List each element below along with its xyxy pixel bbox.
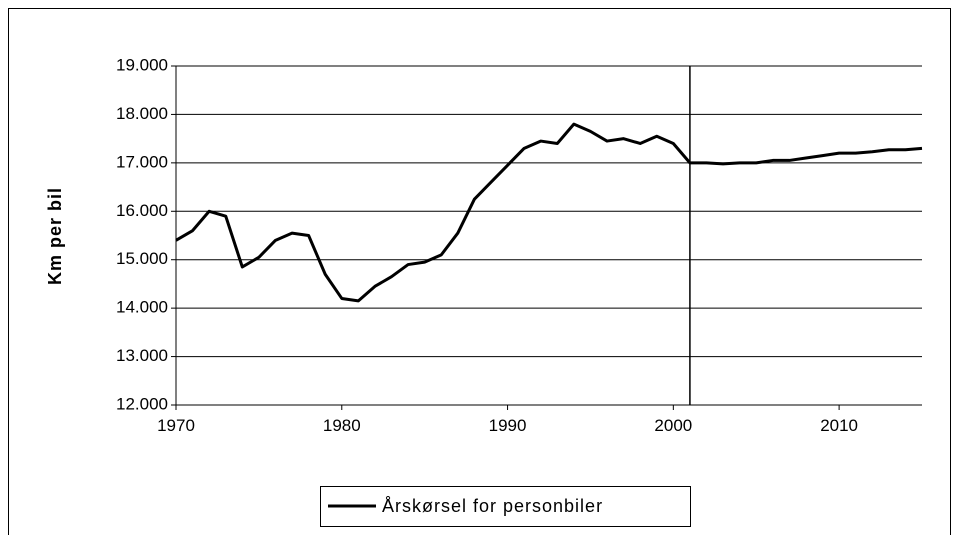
chart-frame [8,8,951,540]
x-tick-label: 1990 [489,416,527,435]
x-tick-label: 2000 [654,416,692,435]
y-tick-label: 12.000 [116,394,168,413]
y-tick-label: 14.000 [116,298,168,317]
x-tick-label: 2010 [820,416,858,435]
y-tick-label: 16.000 [116,201,168,220]
x-tick-label: 1980 [323,416,361,435]
data-line [175,122,923,303]
y-tick-label: 17.000 [116,152,168,171]
x-tick-label: 1970 [157,416,195,435]
legend-box [320,486,691,527]
y-tick-label: 19.000 [116,55,168,74]
y-tick-label: 13.000 [116,346,168,365]
legend-label: Årskørsel for personbiler [382,496,603,516]
y-axis-title: Km per bil [45,187,65,285]
y-tick-label: 15.000 [116,249,168,268]
y-tick-label: 18.000 [116,104,168,123]
